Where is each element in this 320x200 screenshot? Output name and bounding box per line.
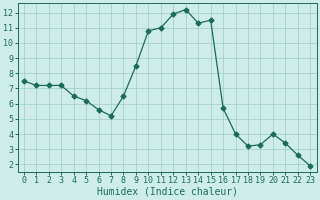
X-axis label: Humidex (Indice chaleur): Humidex (Indice chaleur) (97, 187, 237, 197)
